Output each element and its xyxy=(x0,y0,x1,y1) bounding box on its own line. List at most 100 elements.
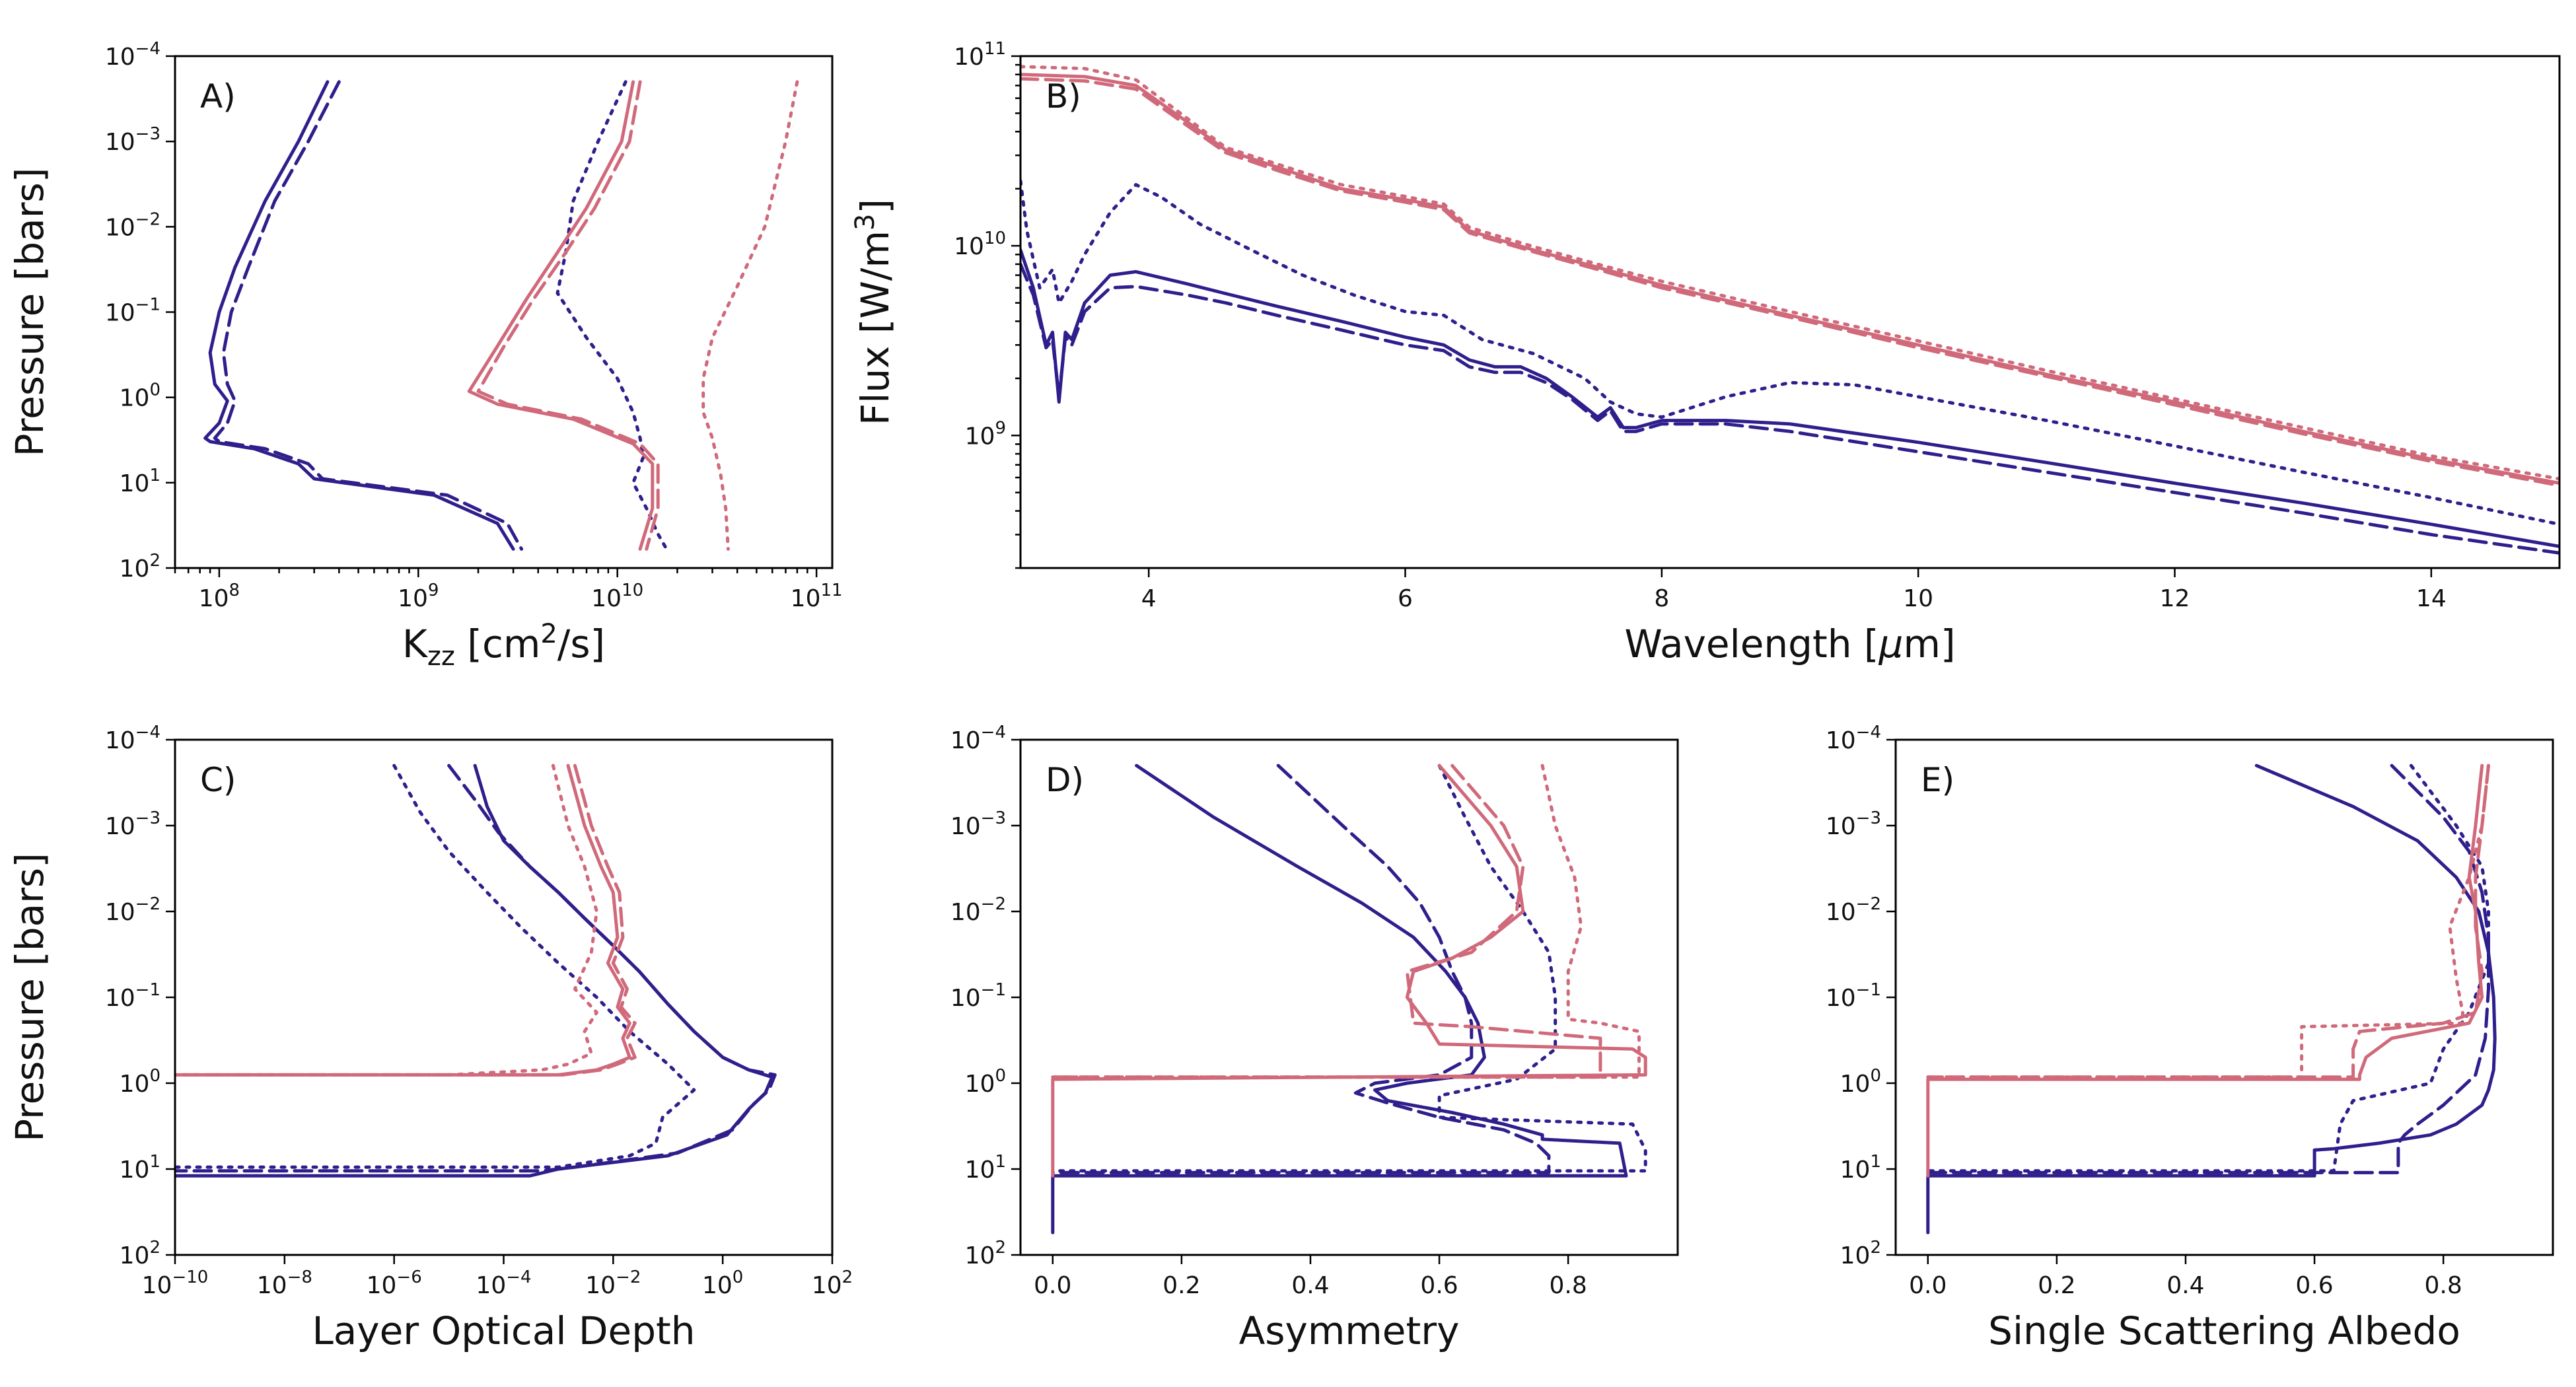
series-navy-solid xyxy=(1926,764,2497,1234)
series-navy-dot xyxy=(1051,764,1647,1173)
tick-label: 10−1 xyxy=(105,295,161,327)
tick-label: 100 xyxy=(1840,1066,1881,1098)
panel-a: 108 109 1010 1011 10−4 10−3 10−2 10−1 100 101 102 A… xyxy=(7,39,843,672)
tick-label: 0.6 xyxy=(1420,1272,1458,1299)
tick-label: 10−3 xyxy=(950,808,1006,840)
tick-label: 100 xyxy=(702,1267,743,1299)
tick-label: 10−4 xyxy=(950,723,1006,754)
tick-label: 1010 xyxy=(591,581,643,612)
series-rose-dot xyxy=(701,80,799,551)
panel-label: B) xyxy=(1046,77,1081,116)
tick-label: 10−10 xyxy=(142,1267,209,1299)
series-navy-dash xyxy=(175,764,777,1173)
tick-label: 100 xyxy=(120,1066,161,1098)
tick-label: 10−3 xyxy=(1826,808,1881,840)
panel-b: 4 6 8 10 12 14 109 1010 1011 B) Wavelength [μm] Flu… xyxy=(850,39,2561,666)
tick-label: 0.2 xyxy=(2038,1272,2075,1299)
panel-label: D) xyxy=(1046,761,1084,799)
tick-label: 1010 xyxy=(954,229,1006,260)
tick-label: 0.4 xyxy=(2166,1272,2204,1299)
tick-label: 10−6 xyxy=(367,1267,422,1299)
tick-label: 10−1 xyxy=(105,980,161,1012)
series-rose-dash xyxy=(175,764,637,1077)
tick-label: 0.2 xyxy=(1163,1272,1200,1299)
series-rose-solid xyxy=(467,80,655,551)
tick-label: 10 xyxy=(1903,585,1933,612)
tick-label: 102 xyxy=(812,1267,853,1299)
series-rose-solid xyxy=(1051,764,1647,1178)
panel-label: A) xyxy=(200,77,236,116)
panel-d: 0.0 0.2 0.4 0.6 0.8 10−4 10−3 10−2 10−1 100 101 102… xyxy=(950,723,1679,1353)
tick-label: 0.8 xyxy=(2425,1272,2462,1299)
series-navy-dot xyxy=(1020,179,2559,526)
tick-label: 109 xyxy=(965,418,1006,450)
tick-label: 100 xyxy=(965,1066,1006,1098)
y-axis-label: Pressure [bars] xyxy=(7,853,52,1142)
series-navy-dash xyxy=(213,80,524,551)
tick-label: 101 xyxy=(120,1152,161,1184)
tick-label: 1011 xyxy=(954,39,1006,71)
series-rose-dash xyxy=(1020,77,2559,487)
tick-label: 10−2 xyxy=(1826,894,1881,926)
tick-label: 0.0 xyxy=(1909,1272,1947,1299)
series-rose-solid xyxy=(1926,764,2484,1178)
tick-label: 10−4 xyxy=(476,1267,531,1299)
series-navy-dot xyxy=(555,80,670,554)
tick-label: 14 xyxy=(2416,585,2447,612)
tick-label: 10−2 xyxy=(105,894,161,926)
tick-label: 10−2 xyxy=(105,209,161,241)
panel-label: C) xyxy=(200,761,236,799)
series-rose-solid xyxy=(175,764,631,1077)
tick-label: 10−4 xyxy=(1826,723,1881,754)
series-rose-dash xyxy=(1051,764,1602,1079)
series-rose-dot xyxy=(175,764,598,1077)
tick-label: 102 xyxy=(120,551,161,583)
tick-label: 1011 xyxy=(791,581,843,612)
x-axis-label: Asymmetry xyxy=(1239,1308,1460,1353)
tick-label: 0.0 xyxy=(1034,1272,1071,1299)
tick-label: 100 xyxy=(120,380,161,412)
tick-label: 0.4 xyxy=(1291,1272,1329,1299)
x-axis-label: Kzz [cm2/s] xyxy=(402,619,605,672)
tick-label: 4 xyxy=(1141,585,1157,612)
tick-label: 108 xyxy=(199,581,240,612)
tick-label: 12 xyxy=(2160,585,2190,612)
tick-label: 109 xyxy=(398,581,439,612)
tick-label: 10−2 xyxy=(950,894,1006,926)
series-rose-dot xyxy=(1051,764,1641,1079)
x-axis-label: Layer Optical Depth xyxy=(312,1308,695,1353)
x-axis-label: Single Scattering Albedo xyxy=(1988,1308,2460,1353)
series-navy-dash xyxy=(1020,262,2559,555)
x-axis-label: Wavelength [μm] xyxy=(1624,622,1955,666)
tick-label: 8 xyxy=(1654,585,1669,612)
y-axis-label: Pressure [bars] xyxy=(7,168,52,457)
series-navy-dash xyxy=(1926,764,2490,1174)
tick-label: 10−4 xyxy=(105,723,161,754)
series-rose-dot xyxy=(1020,65,2559,481)
tick-label: 101 xyxy=(1840,1152,1881,1184)
tick-label: 102 xyxy=(120,1238,161,1269)
series-navy-dot xyxy=(1926,764,2490,1173)
tick-label: 0.8 xyxy=(1550,1272,1587,1299)
tick-label: 6 xyxy=(1398,585,1413,612)
panel-label: E) xyxy=(1921,761,1954,799)
series-navy-solid xyxy=(1051,764,1628,1234)
tick-label: 10−8 xyxy=(257,1267,312,1299)
tick-label: 102 xyxy=(965,1238,1006,1269)
series-rose-dash xyxy=(476,80,660,551)
series-navy-solid xyxy=(1020,248,2559,548)
tick-label: 102 xyxy=(1840,1238,1881,1269)
panel-c: 10−10 10−8 10−6 10−4 10−2 100 102 10−4 10−3 10−2 1… xyxy=(7,723,853,1353)
tick-label: 10−1 xyxy=(1826,980,1881,1012)
tick-label: 10−3 xyxy=(105,124,161,156)
tick-label: 10−3 xyxy=(105,808,161,840)
tick-label: 101 xyxy=(120,466,161,497)
series-rose-dot xyxy=(1926,764,2490,1079)
series-rose-dash xyxy=(1926,764,2490,1079)
tick-label: 101 xyxy=(965,1152,1006,1184)
tick-label: 0.6 xyxy=(2295,1272,2333,1299)
tick-label: 10−1 xyxy=(950,980,1006,1012)
plot-frame xyxy=(1019,55,2561,569)
tick-label: 10−2 xyxy=(585,1267,641,1299)
